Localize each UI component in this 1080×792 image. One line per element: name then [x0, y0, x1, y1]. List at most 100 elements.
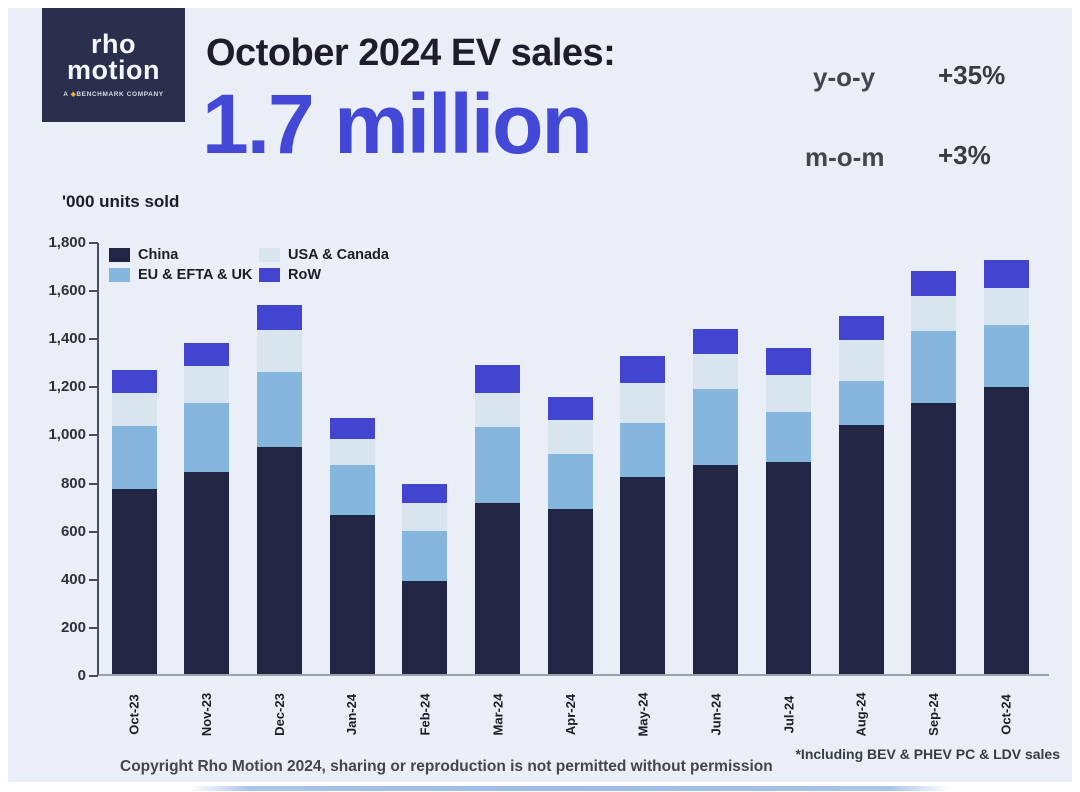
plot-area: China USA & Canada EU & EFTA & UK RoW Oct-2… [89, 242, 1049, 736]
x-axis-label: Sep-24 [904, 683, 964, 745]
x-axis-label: Aug-24 [831, 683, 891, 745]
bar-Oct-23 [111, 369, 157, 674]
segment-eu---efta---uk [402, 530, 448, 582]
x-axis-label: Nov-23 [177, 683, 237, 745]
x-axis-label: Apr-24 [540, 683, 600, 745]
legend-label: USA & Canada [288, 247, 389, 263]
legend-item-usa---canada: USA & Canada [259, 247, 389, 263]
legend-swatch [109, 248, 130, 262]
segment-usa---canada [329, 439, 375, 465]
bar-Dec-23 [256, 304, 302, 674]
page-title: October 2024 EV sales: [206, 32, 616, 74]
segment-usa---canada [184, 366, 230, 404]
segment-china [475, 503, 520, 674]
x-axis-label-text: Mar-24 [489, 693, 505, 735]
bottom-accent-strip [190, 786, 950, 791]
segment-usa---canada [620, 382, 666, 423]
segment-china [402, 581, 448, 674]
segment-usa---canada [402, 503, 448, 531]
segment-usa---canada [475, 392, 520, 428]
legend-item-china: China [109, 247, 255, 263]
segment-usa---canada [838, 339, 884, 381]
segment-china [329, 515, 375, 674]
logo-tagline: A ◆BENCHMARK COMPANY [63, 91, 164, 99]
y-axis-tick-mark [89, 530, 98, 533]
headline-value: 1.7 million [202, 77, 593, 171]
y-axis-tick-label: 400 [60, 570, 86, 588]
y-axis-units-label: '000 units sold [62, 192, 180, 211]
y-axis-tick-label: 800 [60, 474, 86, 492]
segment-usa---canada [765, 374, 811, 412]
chart-legend: China USA & Canada EU & EFTA & UK RoW [109, 247, 389, 283]
segment-eu---efta---uk [547, 453, 593, 510]
bar-Jul-24 [765, 348, 811, 674]
y-axis-tick-label: 1,400 [48, 330, 86, 348]
x-axis-label-text: Jun-24 [708, 693, 724, 735]
y-axis-tick-label: 1,600 [48, 282, 86, 300]
segment-china [547, 509, 593, 674]
x-axis-label: May-24 [613, 683, 673, 745]
x-axis-label-text: Feb-24 [417, 693, 433, 735]
y-axis-tick-label: 600 [60, 522, 86, 540]
x-axis-label-text: Aug-24 [853, 691, 869, 737]
segment-row [111, 369, 157, 393]
x-axis-label-text: Oct-24 [998, 693, 1014, 735]
y-axis-tick-label: 1,000 [48, 426, 86, 444]
legend-item-row: RoW [259, 267, 389, 283]
legend-swatch [109, 268, 130, 282]
x-axis-label-text: Apr-24 [562, 693, 578, 735]
x-axis-label-text: Sep-24 [926, 692, 942, 736]
segment-eu---efta---uk [111, 426, 157, 489]
x-axis-label: Jun-24 [686, 683, 746, 745]
logo-word-motion: motion [67, 54, 160, 85]
segment-eu---efta---uk [620, 422, 666, 477]
segment-eu---efta---uk [983, 325, 1029, 387]
x-axis-label: Oct-24 [976, 683, 1036, 745]
legend-item-eu---efta---uk: EU & EFTA & UK [109, 267, 255, 283]
x-axis-label-text: Jul-24 [780, 695, 796, 733]
legend-label: EU & EFTA & UK [138, 267, 253, 283]
copyright-text: Copyright Rho Motion 2024, sharing or re… [120, 758, 773, 775]
segment-eu---efta---uk [838, 380, 884, 426]
y-axis-tick-labels: 0 200 400 600 800 1,000 1,200 1,400 1,600 1,800 [0, 234, 88, 684]
segment-eu---efta---uk [693, 388, 739, 465]
bar-Sep-24 [911, 271, 957, 674]
legend-label: RoW [288, 267, 322, 283]
segment-row [256, 304, 302, 331]
segment-china [111, 488, 157, 674]
x-axis-label-text: Jan-24 [344, 693, 360, 735]
segment-eu---efta---uk [475, 427, 520, 504]
segment-row [693, 328, 739, 355]
y-axis-tick-label: 1,800 [48, 234, 86, 251]
stat-mom-value: +3% [938, 140, 991, 170]
segment-china [765, 462, 811, 674]
x-axis-label: Mar-24 [468, 683, 528, 745]
segment-row [475, 364, 520, 393]
footnote: *Including BEV & PHEV PC & LDV sales [795, 746, 1060, 762]
y-axis-tick-mark [89, 434, 98, 437]
y-axis-tick-mark [89, 386, 98, 389]
segment-usa---canada [111, 392, 157, 427]
y-axis-tick-label: 1,200 [48, 378, 86, 396]
segment-usa---canada [547, 420, 593, 454]
segment-china [911, 403, 957, 674]
legend-label: China [138, 247, 179, 263]
segment-row [329, 417, 375, 440]
segment-usa---canada [256, 330, 302, 373]
legend-swatch [259, 248, 280, 262]
segment-eu---efta---uk [911, 331, 957, 404]
bar-Aug-24 [838, 315, 884, 674]
segment-row [838, 315, 884, 340]
legend-swatch [259, 268, 280, 282]
bar-Apr-24 [547, 397, 593, 674]
x-axis-label: Jul-24 [758, 683, 818, 745]
segment-row [983, 260, 1029, 288]
y-axis-tick-mark [89, 626, 98, 629]
x-axis-label: Jan-24 [322, 683, 382, 745]
y-axis-tick-mark [89, 578, 98, 581]
segment-eu---efta---uk [765, 411, 811, 463]
segment-china [256, 446, 302, 674]
segment-china [983, 386, 1029, 674]
x-axis-label: Feb-24 [395, 683, 455, 745]
